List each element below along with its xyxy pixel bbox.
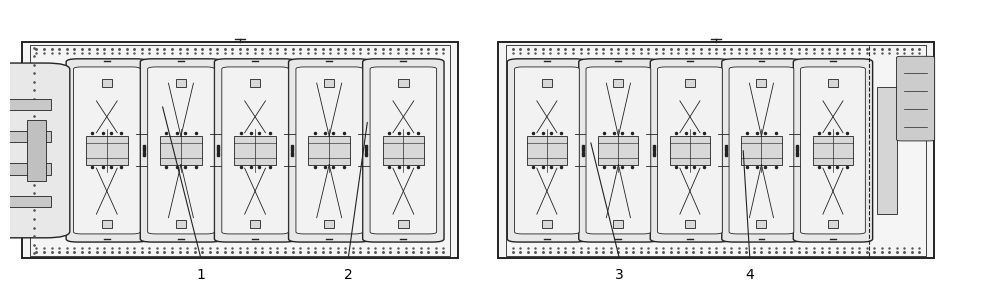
Bar xyxy=(877,87,897,214)
Bar xyxy=(250,79,260,87)
FancyBboxPatch shape xyxy=(140,59,222,242)
FancyBboxPatch shape xyxy=(222,67,288,234)
Bar xyxy=(542,220,552,228)
Bar xyxy=(813,136,853,165)
FancyBboxPatch shape xyxy=(214,59,296,242)
Bar xyxy=(250,220,260,228)
Bar xyxy=(613,79,623,87)
Bar xyxy=(828,79,838,87)
Bar xyxy=(398,79,409,87)
FancyBboxPatch shape xyxy=(514,67,579,234)
FancyBboxPatch shape xyxy=(66,59,147,242)
Bar xyxy=(598,136,638,165)
Text: 2: 2 xyxy=(344,267,352,282)
FancyBboxPatch shape xyxy=(579,59,658,242)
Bar xyxy=(102,220,112,228)
Bar xyxy=(670,136,710,165)
FancyBboxPatch shape xyxy=(722,59,801,242)
Bar xyxy=(398,220,409,228)
FancyBboxPatch shape xyxy=(793,59,873,242)
FancyBboxPatch shape xyxy=(729,67,794,234)
FancyBboxPatch shape xyxy=(289,59,370,242)
FancyBboxPatch shape xyxy=(74,67,140,234)
Bar xyxy=(176,79,186,87)
Bar xyxy=(86,136,128,165)
Bar xyxy=(542,79,552,87)
Bar xyxy=(27,120,46,181)
Text: 4: 4 xyxy=(746,267,754,282)
FancyBboxPatch shape xyxy=(148,67,214,234)
Text: 3: 3 xyxy=(615,267,624,282)
Bar xyxy=(0,131,51,142)
Bar xyxy=(0,163,51,175)
Bar xyxy=(741,136,782,165)
Bar xyxy=(527,136,567,165)
Bar xyxy=(685,79,695,87)
Bar xyxy=(613,220,623,228)
Text: 1: 1 xyxy=(197,267,206,282)
Bar xyxy=(383,136,424,165)
Bar xyxy=(22,43,458,258)
FancyBboxPatch shape xyxy=(363,59,444,242)
FancyBboxPatch shape xyxy=(370,67,437,234)
Bar xyxy=(324,79,334,87)
Bar xyxy=(234,136,276,165)
Bar xyxy=(30,45,450,256)
Bar xyxy=(756,79,766,87)
Bar xyxy=(102,79,112,87)
FancyBboxPatch shape xyxy=(0,63,70,238)
Bar xyxy=(756,220,766,228)
FancyBboxPatch shape xyxy=(658,67,722,234)
Bar xyxy=(506,45,926,256)
Bar xyxy=(0,99,51,110)
FancyBboxPatch shape xyxy=(897,56,935,141)
FancyBboxPatch shape xyxy=(507,59,587,242)
Bar xyxy=(0,196,51,207)
Bar xyxy=(828,220,838,228)
FancyBboxPatch shape xyxy=(650,59,730,242)
Bar xyxy=(0,144,2,163)
FancyBboxPatch shape xyxy=(296,67,362,234)
Bar xyxy=(308,136,350,165)
FancyBboxPatch shape xyxy=(586,67,651,234)
Bar xyxy=(498,43,934,258)
FancyBboxPatch shape xyxy=(801,67,865,234)
Bar xyxy=(160,136,202,165)
Bar xyxy=(176,220,186,228)
Bar xyxy=(685,220,695,228)
Bar xyxy=(324,220,334,228)
